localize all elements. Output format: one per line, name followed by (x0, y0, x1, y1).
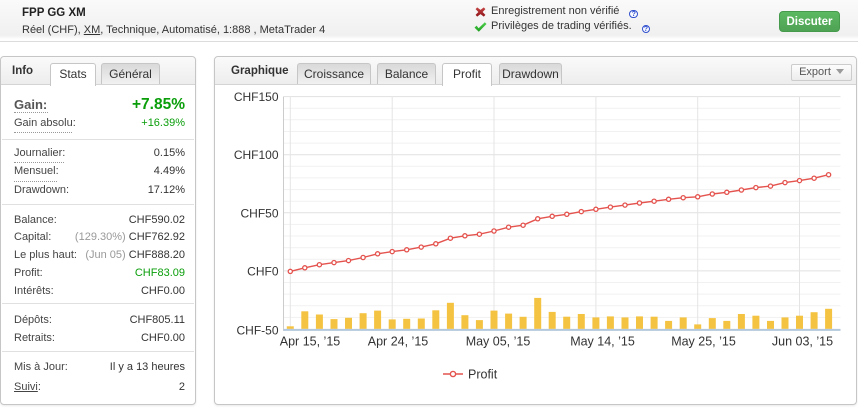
svg-text:May 14, ’15: May 14, ’15 (570, 335, 635, 349)
svg-text:Jun 03, ’15: Jun 03, ’15 (772, 335, 833, 349)
svg-text:CHF50: CHF50 (240, 206, 278, 220)
svg-text:Profit: Profit (468, 368, 498, 382)
svg-text:Apr 15, ’15: Apr 15, ’15 (280, 335, 341, 349)
svg-text:CHF-50: CHF-50 (236, 323, 278, 337)
svg-text:May 25, ’15: May 25, ’15 (671, 335, 736, 349)
svg-text:CHF100: CHF100 (234, 148, 279, 162)
svg-text:CHF0: CHF0 (247, 264, 279, 278)
svg-text:Apr 24, ’15: Apr 24, ’15 (368, 335, 429, 349)
svg-text:May 05, ’15: May 05, ’15 (466, 335, 531, 349)
svg-text:CHF150: CHF150 (234, 90, 279, 104)
